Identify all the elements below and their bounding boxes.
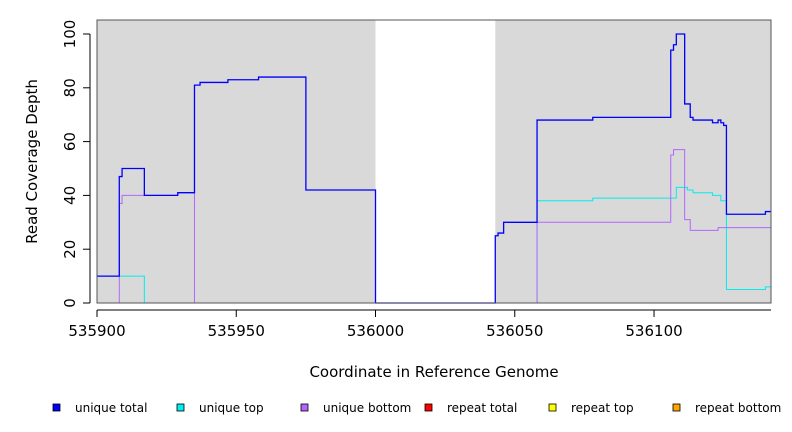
legend-swatch-repeat-bottom [672,403,681,412]
y-tick-label: 20 [61,240,79,259]
legend-label-unique-top: unique top [199,401,264,415]
x-axis-title: Coordinate in Reference Genome [309,363,558,381]
legend-label-unique-total: unique total [75,401,147,415]
y-tick-label: 80 [61,78,79,97]
y-axis-title: Read Coverage Depth [23,79,41,244]
y-tick-label: 100 [61,20,79,49]
plot-frame [96,19,772,304]
legend-swatch-repeat-top [548,403,557,412]
y-tick-label: 0 [61,298,79,308]
y-tick-label: 40 [61,186,79,205]
legend-label-unique-bottom: unique bottom [323,401,411,415]
legend-swatch-unique-total [52,403,61,412]
series-line-unique-total [97,33,771,304]
shaded-region-0 [97,20,376,303]
x-tick-label: 535950 [208,322,265,340]
legend-swatch-unique-bottom [300,403,309,412]
shaded-region-1 [495,20,771,303]
x-tick-label: 536100 [625,322,682,340]
legend-swatch-repeat-total [424,403,433,412]
x-tick-label: 536050 [486,322,543,340]
legend-label-repeat-bottom: repeat bottom [695,401,781,415]
y-tick-label: 60 [61,132,79,151]
legend-label-repeat-top: repeat top [571,401,634,415]
shaded-regions [97,20,771,303]
x-tick-label: 535900 [68,322,125,340]
axes: 535900 535950 536000 536050 536100 0 20 40 60 80 1… [61,20,771,340]
legend-swatch-unique-top [176,403,185,412]
x-tick-label: 536000 [347,322,404,340]
legend: unique total unique top unique bottom repea… [52,401,781,415]
legend-label-repeat-total: repeat total [447,401,517,415]
